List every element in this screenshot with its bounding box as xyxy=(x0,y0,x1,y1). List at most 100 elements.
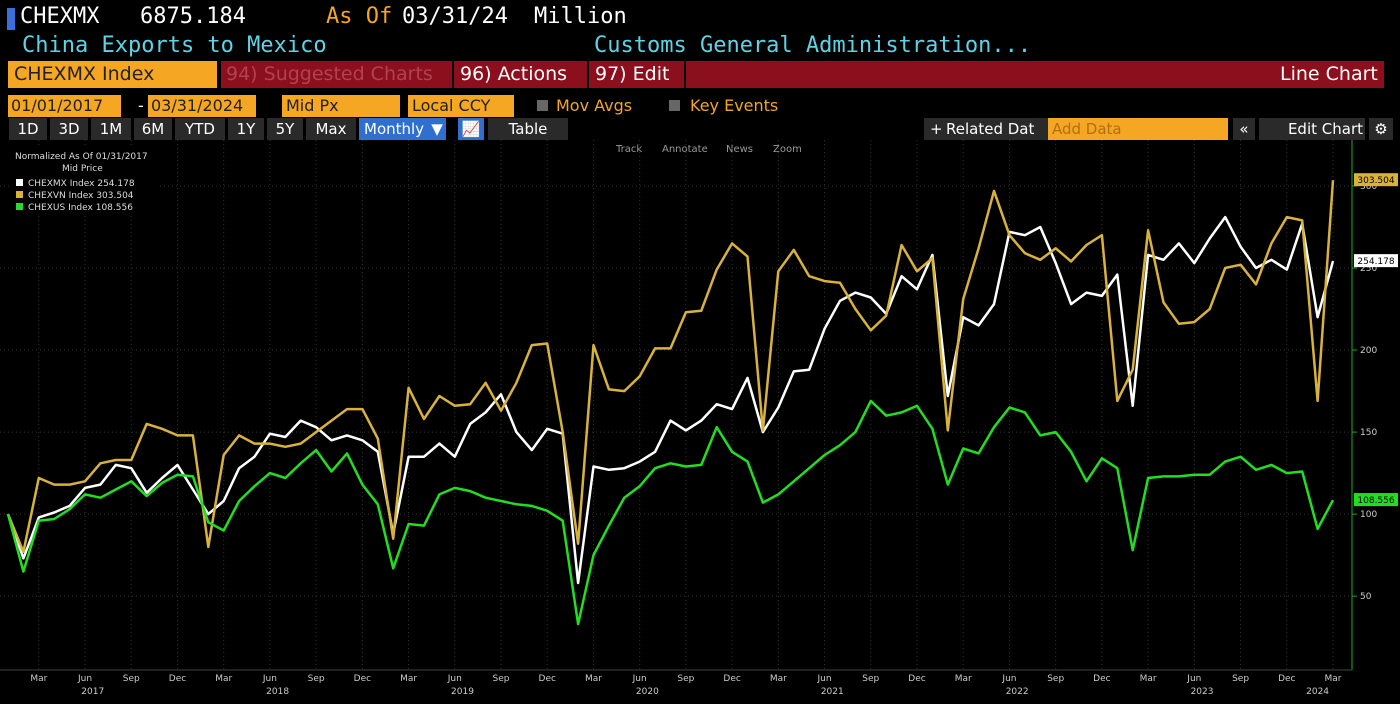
tool[interactable]: News xyxy=(726,144,753,155)
x-tick-label: Jun xyxy=(77,674,92,684)
legend-name: CHEXVN Index xyxy=(28,191,94,201)
legend-swatch xyxy=(16,191,23,198)
chart-type[interactable]: Line Chart xyxy=(1280,63,1378,85)
x-tick-label: Jun xyxy=(632,674,647,684)
period-button[interactable]: 1Y xyxy=(228,118,264,140)
start-date[interactable]: 01/01/2017 xyxy=(8,95,121,117)
x-tick-label: Sep xyxy=(493,674,510,684)
chart-icon[interactable]: 📈 xyxy=(458,118,484,140)
year-label: 2019 xyxy=(451,687,474,697)
units: Million xyxy=(534,4,627,29)
y-tick-label: 300 xyxy=(1360,182,1377,192)
edit[interactable]: 97) Edit xyxy=(595,63,670,85)
x-tick-label: Jun xyxy=(262,674,277,684)
legend-box xyxy=(10,146,160,216)
last-value-label: 254.178 xyxy=(1357,257,1394,267)
series-line xyxy=(6,399,1335,626)
collapse[interactable]: « xyxy=(1233,118,1255,140)
price: 6875.184 xyxy=(140,4,246,29)
related-data[interactable]: Related Dat xyxy=(946,120,1035,138)
last-value-tag xyxy=(1354,173,1398,187)
menu-bar xyxy=(221,61,1384,88)
x-tick-label: Mar xyxy=(30,674,47,684)
x-tick-label: Jun xyxy=(1186,674,1201,684)
dash: - xyxy=(138,96,144,115)
as-of: 03/31/24 xyxy=(402,4,508,29)
legend-title: Normalized As Of 01/31/2017 xyxy=(15,152,148,162)
sep xyxy=(684,61,686,88)
description: China Exports to Mexico xyxy=(22,33,327,58)
year-label: 2017 xyxy=(81,687,104,697)
key-events[interactable]: Key Events xyxy=(690,96,779,115)
x-tick-label: Dec xyxy=(1093,674,1110,684)
legend-value: 254.178 xyxy=(97,179,134,189)
x-tick-label: Jun xyxy=(447,674,462,684)
year-label: 2023 xyxy=(1191,687,1214,697)
period-button[interactable]: 3D xyxy=(50,118,88,140)
y-tick-label: 100 xyxy=(1360,510,1377,520)
x-tick-label: Mar xyxy=(400,674,417,684)
security-input[interactable]: CHEXMX Index xyxy=(8,61,217,88)
period-button[interactable]: 5Y xyxy=(267,118,303,140)
plus[interactable]: + xyxy=(924,118,1050,140)
x-tick-label: Dec xyxy=(908,674,925,684)
y-tick-label: 200 xyxy=(1360,346,1377,356)
currency[interactable]: Local CCY xyxy=(408,95,514,117)
sep xyxy=(587,61,589,88)
period-button[interactable]: 6M xyxy=(134,118,172,140)
legend-name: CHEXUS Index xyxy=(28,203,94,213)
x-tick-label: Sep xyxy=(862,674,879,684)
mov-avgs[interactable]: Mov Avgs xyxy=(556,96,633,115)
year-label: 2022 xyxy=(1006,687,1029,697)
table-button[interactable]: Table xyxy=(488,118,568,140)
x-tick-label: Mar xyxy=(585,674,602,684)
settings[interactable]: ⚙ xyxy=(1369,118,1393,140)
legend-value: 303.504 xyxy=(96,191,133,201)
legend-value: 108.556 xyxy=(96,203,133,213)
frequency[interactable]: Monthly xyxy=(359,118,436,140)
series-line xyxy=(6,215,1335,585)
x-tick-label: Mar xyxy=(955,674,972,684)
x-tick-label: Dec xyxy=(539,674,556,684)
field[interactable]: Mid Px xyxy=(282,95,400,117)
year-label: 2018 xyxy=(266,687,289,697)
checkbox[interactable] xyxy=(537,100,548,111)
period-button[interactable]: 1D xyxy=(9,118,47,140)
suggested-charts[interactable]: 94) Suggested Charts xyxy=(226,63,433,85)
legend-swatch xyxy=(16,179,23,186)
marker xyxy=(7,8,15,30)
x-tick-label: Sep xyxy=(123,674,140,684)
x-tick-label: Mar xyxy=(1140,674,1157,684)
year-label: 2024 xyxy=(1306,687,1329,697)
tool[interactable]: Track xyxy=(615,144,642,155)
y-tick-label: 150 xyxy=(1360,428,1377,438)
as-of-label: As Of xyxy=(326,4,393,29)
end-date[interactable]: 03/31/2024 xyxy=(148,95,256,117)
x-tick-label: Mar xyxy=(1325,674,1342,684)
period-button[interactable]: Max xyxy=(306,118,356,140)
legend-name: CHEXMX Index xyxy=(28,179,95,189)
legend-subtitle: Mid Price xyxy=(62,164,103,174)
ticker: CHEXMX xyxy=(20,4,100,29)
legend-entry: CHEXMX Index 254.178 xyxy=(28,179,135,189)
x-tick-label: Mar xyxy=(215,674,232,684)
legend-entry: CHEXUS Index 108.556 xyxy=(28,203,133,213)
tool[interactable]: Zoom xyxy=(773,144,802,155)
year-label: 2021 xyxy=(821,687,844,697)
tool[interactable]: Annotate xyxy=(662,144,708,155)
year-label: 2020 xyxy=(636,687,659,697)
actions[interactable]: 96) Actions xyxy=(460,63,568,85)
dropdown-arrow[interactable]: ▼ xyxy=(428,118,446,140)
period-button[interactable]: 1M xyxy=(91,118,131,140)
last-value-tag xyxy=(1354,254,1398,268)
period-button[interactable]: YTD xyxy=(175,118,225,140)
edit-chart[interactable]: Edit Chart xyxy=(1259,118,1365,140)
series-line xyxy=(6,180,1335,554)
x-tick-label: Dec xyxy=(1278,674,1295,684)
checkbox[interactable] xyxy=(669,100,680,111)
last-value-label: 108.556 xyxy=(1357,496,1394,506)
last-value-label: 303.504 xyxy=(1357,176,1394,186)
add-data[interactable]: Add Data xyxy=(1048,118,1228,140)
